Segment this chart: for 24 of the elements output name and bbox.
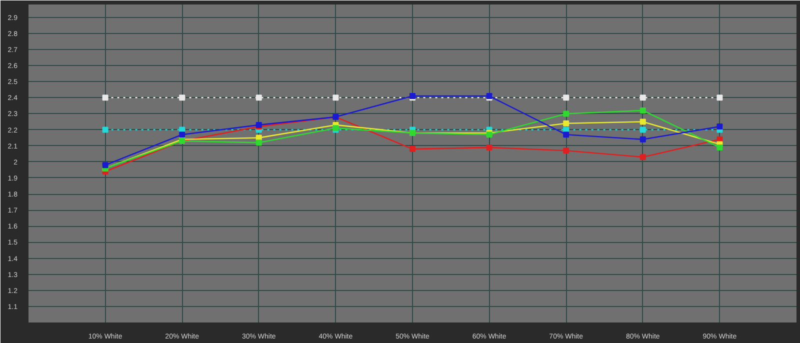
- point: [563, 120, 570, 126]
- point: [563, 132, 570, 138]
- point: [256, 140, 262, 146]
- point: [640, 94, 646, 101]
- point: [256, 94, 262, 101]
- point: [332, 94, 339, 101]
- point: [716, 94, 723, 101]
- point: [563, 110, 570, 117]
- point: [640, 108, 646, 114]
- point: [640, 136, 646, 142]
- point: [410, 146, 416, 152]
- point: [179, 132, 186, 138]
- point: [102, 162, 108, 168]
- point: [563, 94, 570, 101]
- point: [640, 154, 646, 160]
- point: [716, 144, 723, 150]
- point: [102, 94, 108, 101]
- point: [716, 124, 723, 130]
- point: [486, 144, 492, 150]
- point: [179, 94, 186, 101]
- point: [640, 118, 646, 125]
- point: [563, 148, 570, 154]
- point: [640, 126, 646, 133]
- point: [102, 126, 108, 133]
